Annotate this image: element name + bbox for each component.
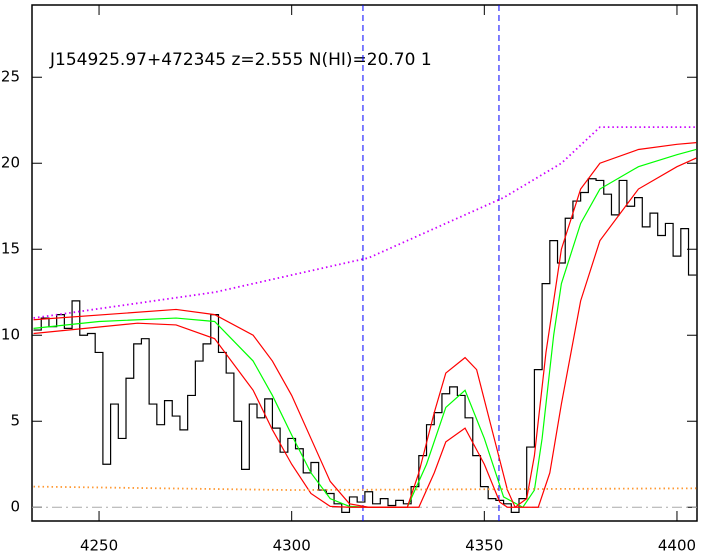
y-tick-label: 20 bbox=[1, 154, 20, 172]
series-line bbox=[33, 485, 697, 491]
annotation: J154925.97+472345 z=2.555 N(HI)=20.70 1 bbox=[49, 50, 432, 70]
series-line bbox=[33, 126, 697, 319]
y-tick-label: 25 bbox=[1, 68, 20, 86]
x-tick-label: 4350 bbox=[465, 537, 503, 555]
y-tick-label: 10 bbox=[1, 326, 20, 344]
series-line bbox=[33, 148, 697, 509]
y-tick-label: 15 bbox=[1, 240, 20, 258]
y-tick-label: 5 bbox=[10, 412, 20, 430]
series-line bbox=[33, 178, 697, 513]
x-tick-label: 4300 bbox=[273, 537, 311, 555]
y-tick-label: 0 bbox=[10, 498, 20, 516]
x-tick-label: 4250 bbox=[80, 537, 118, 555]
series-line bbox=[33, 157, 697, 508]
plot-frame bbox=[31, 4, 698, 522]
x-tick-label: 4400 bbox=[658, 537, 696, 555]
series-line bbox=[33, 142, 697, 509]
